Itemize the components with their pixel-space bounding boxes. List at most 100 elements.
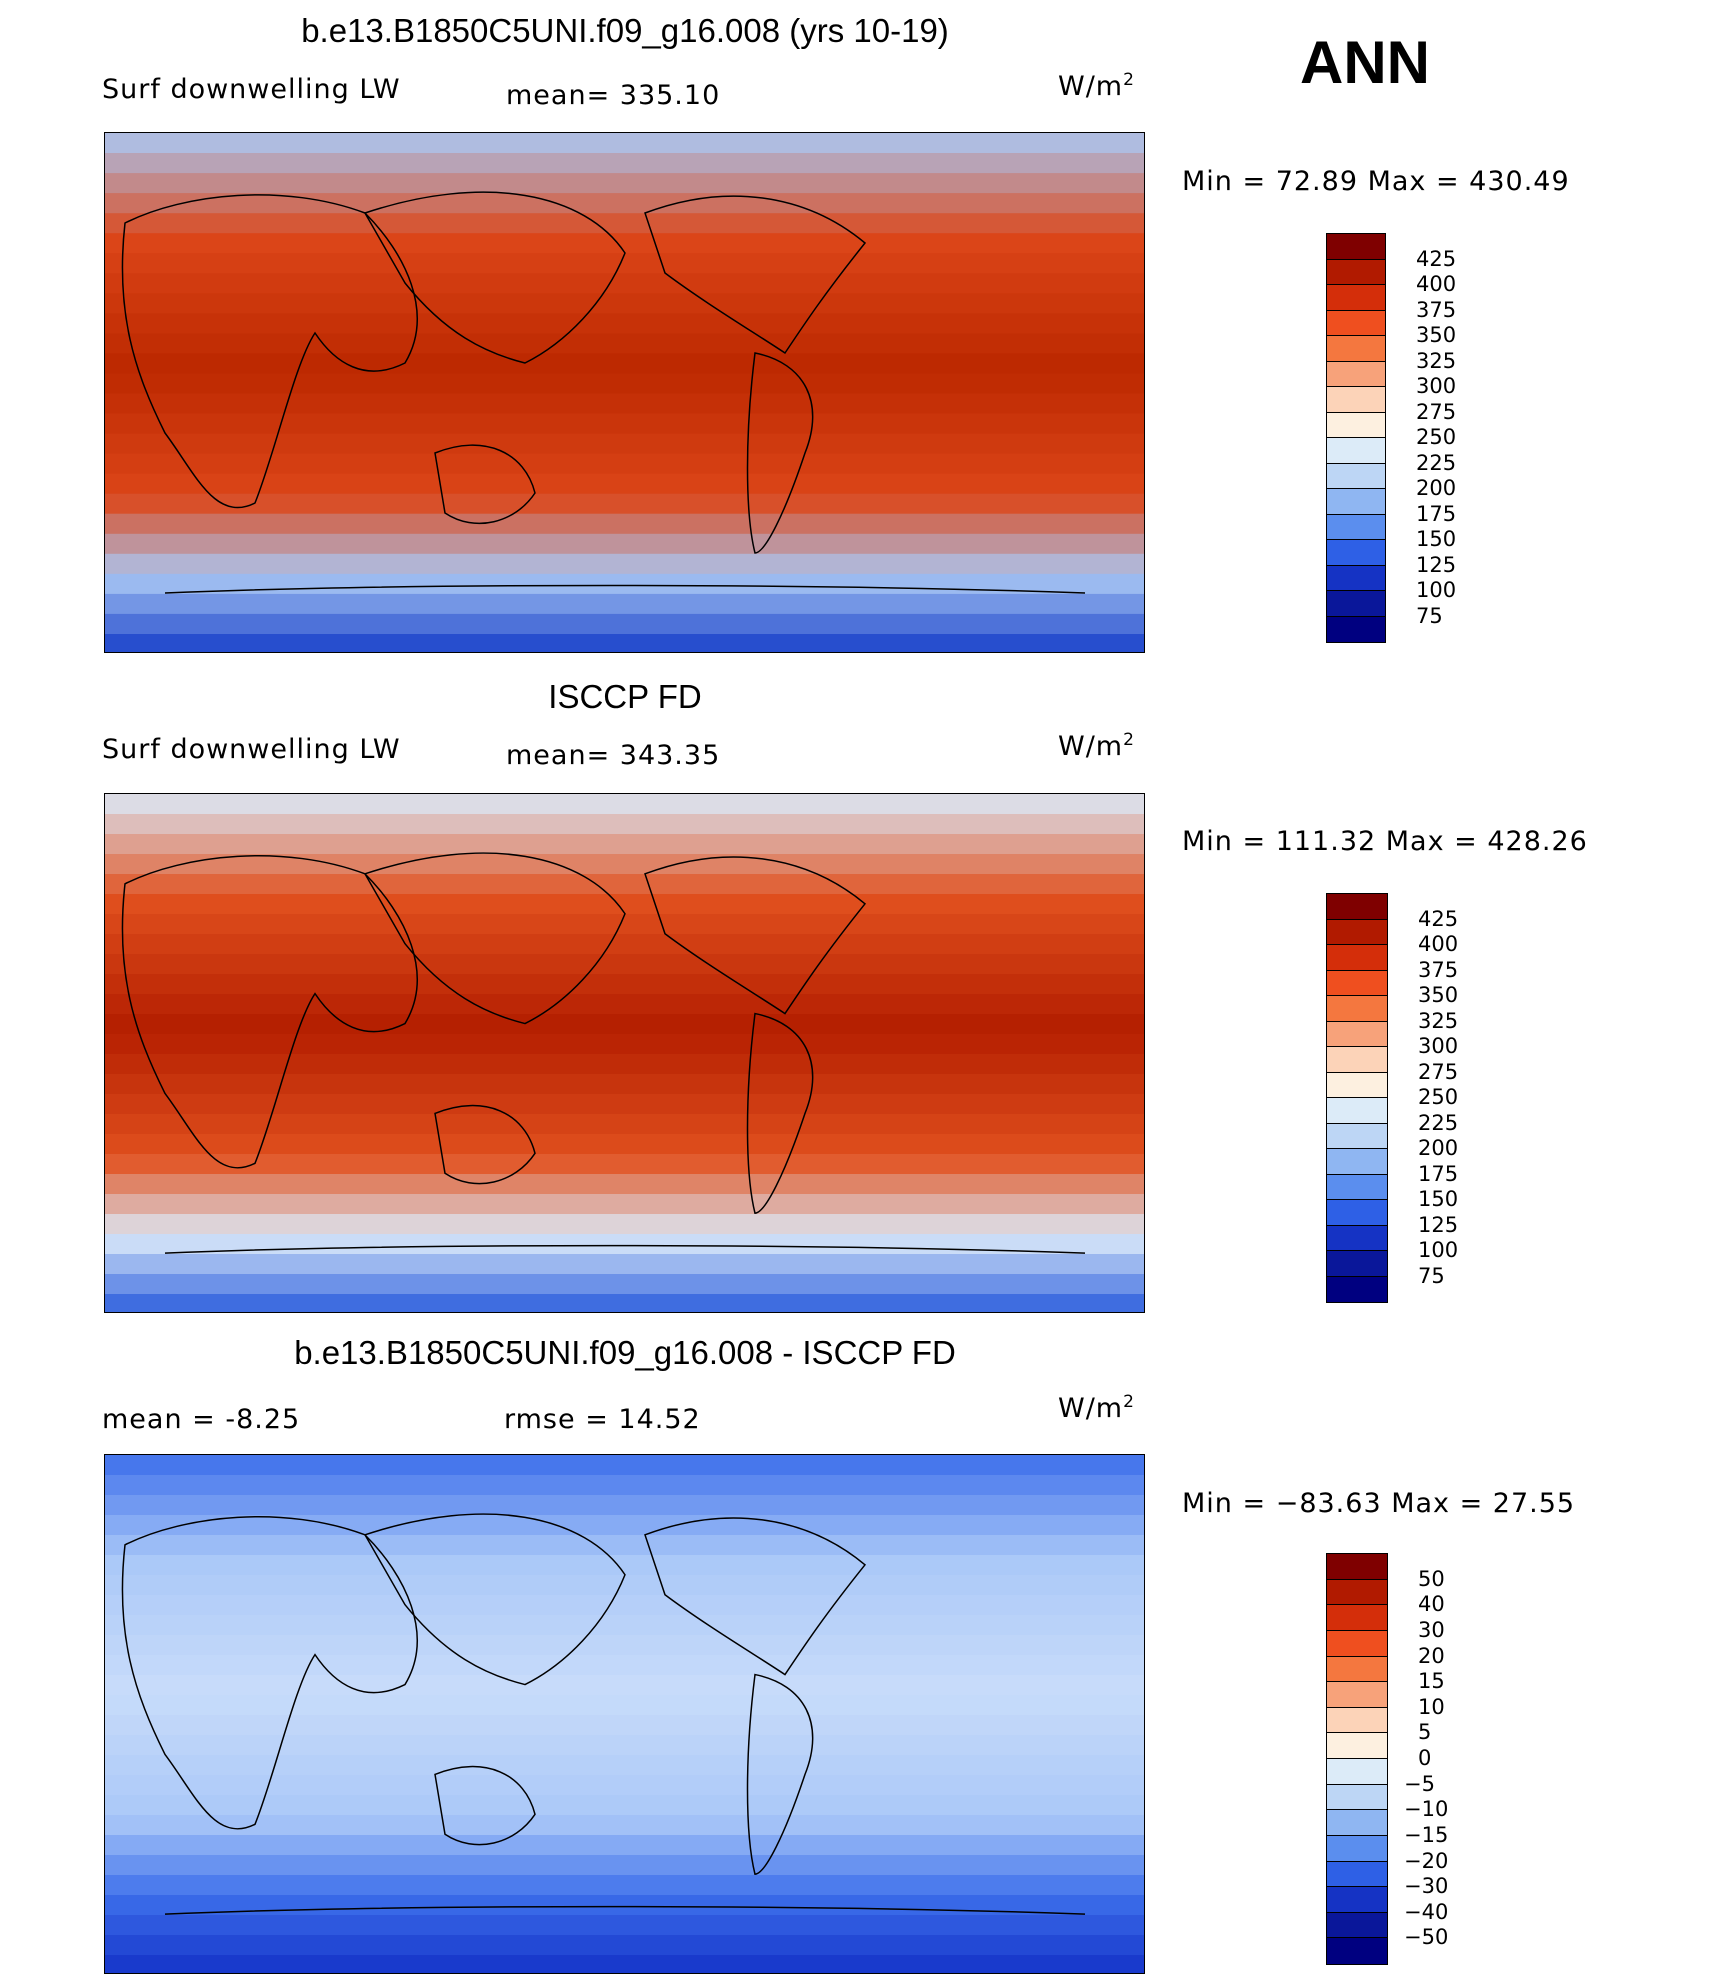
field-band: [105, 1475, 1144, 1496]
colorbar-swatch: [1327, 1887, 1387, 1913]
coastline: [434, 1765, 536, 1846]
colorbar-tick-label: 250: [1416, 425, 1457, 449]
colorbar-tick-label: 175: [1416, 501, 1457, 526]
field-band: [105, 1615, 1144, 1636]
colorbar-tick-label: −15: [1404, 1822, 1449, 1847]
field-band: [105, 1274, 1144, 1295]
field-band: [105, 1074, 1144, 1095]
field-band: [105, 1915, 1144, 1936]
coastline: [363, 191, 626, 364]
field-band: [105, 1495, 1144, 1516]
colorbar-tick-label: 300: [1418, 1034, 1459, 1058]
coastline: [164, 1244, 1086, 1254]
colorbar-swatch: [1327, 565, 1385, 591]
field-band: [105, 1675, 1144, 1696]
coastline: [644, 1517, 867, 1676]
field-band: [105, 994, 1144, 1015]
colorbar-swatch: [1327, 1579, 1387, 1606]
field-band: [105, 493, 1144, 515]
field-band: [105, 1795, 1144, 1816]
panel2-field: [105, 794, 1144, 1312]
field-band: [105, 453, 1144, 475]
colorbar-swatch: [1327, 591, 1385, 617]
colorbar-swatch: [1327, 1554, 1387, 1580]
colorbar-tick-label: 100: [1418, 1238, 1459, 1262]
colorbar-swatch: [1327, 285, 1385, 311]
field-band: [105, 1455, 1144, 1476]
colorbar-swatch: [1327, 894, 1387, 920]
field-band: [105, 613, 1144, 635]
panel1-variable-label: Surf downwelling LW: [102, 74, 401, 105]
field-band: [105, 1154, 1144, 1175]
field-band: [105, 854, 1144, 875]
panel2-colorbar: [1326, 893, 1388, 1303]
field-band: [105, 1755, 1144, 1776]
colorbar-swatch: [1327, 1810, 1387, 1836]
coastline: [434, 1104, 536, 1185]
colorbar-tick-label: 0: [1418, 1746, 1432, 1770]
field-band: [105, 894, 1144, 915]
panel2-title: ISCCP FD: [548, 678, 702, 715]
field-band: [105, 413, 1144, 435]
field-band: [105, 1174, 1144, 1195]
panel3-units-label: W/m2: [1058, 1392, 1135, 1424]
field-band: [105, 1054, 1144, 1075]
panel3-title: b.e13.B1850C5UNI.f09_g16.008 - ISCCP FD: [294, 1334, 956, 1371]
colorbar-swatch: [1327, 1784, 1387, 1811]
colorbar-swatch: [1327, 1605, 1387, 1631]
panel1-map: [104, 132, 1145, 653]
field-band: [105, 1234, 1144, 1255]
season-label: ANN: [1300, 29, 1430, 96]
field-band: [105, 513, 1144, 535]
colorbar-tick-label: 225: [1418, 1110, 1459, 1135]
field-band: [105, 634, 1144, 652]
field-band: [105, 553, 1144, 575]
colorbar-swatch: [1327, 310, 1385, 336]
panel2-minmax: Min = 111.32 Max = 428.26: [1182, 826, 1588, 857]
panel1-field: [105, 133, 1144, 652]
panel1-title: b.e13.B1850C5UNI.f09_g16.008 (yrs 10-19): [301, 12, 949, 49]
field-band: [105, 1034, 1144, 1055]
colorbar-tick-label: 40: [1418, 1592, 1445, 1617]
field-band: [105, 533, 1144, 555]
field-band: [105, 1735, 1144, 1756]
colorbar-swatch: [1327, 1200, 1387, 1226]
panel3-rmse-label: rmse = 14.52: [504, 1404, 701, 1435]
colorbar-tick-label: 150: [1416, 527, 1457, 551]
field-band: [105, 173, 1144, 195]
panel1-units-label: W/m2: [1058, 70, 1135, 102]
colorbar-swatch: [1327, 1251, 1387, 1277]
panel3-field: [105, 1455, 1144, 1973]
colorbar-tick-label: 400: [1416, 272, 1457, 296]
coastline: [121, 855, 418, 1169]
colorbar-swatch: [1327, 996, 1387, 1022]
colorbar-tick-label: 425: [1418, 906, 1459, 931]
colorbar-tick-label: 50: [1418, 1566, 1445, 1591]
coastline: [434, 444, 536, 525]
panel3-colorbar: [1326, 1553, 1388, 1965]
coastline: [644, 195, 867, 355]
field-band: [105, 974, 1144, 995]
colorbar-tick-label: 375: [1416, 297, 1457, 322]
colorbar-tick-label: 350: [1418, 983, 1459, 1007]
field-band: [105, 1695, 1144, 1716]
field-band: [105, 934, 1144, 955]
colorbar-swatch: [1327, 1861, 1387, 1888]
field-band: [105, 1214, 1144, 1235]
field-band: [105, 373, 1144, 395]
colorbar-swatch: [1327, 1123, 1387, 1149]
colorbar-swatch: [1327, 919, 1387, 945]
field-band: [105, 794, 1144, 815]
colorbar-swatch: [1327, 412, 1385, 438]
colorbar-swatch: [1327, 1021, 1387, 1047]
coastline: [363, 852, 626, 1025]
colorbar-tick-label: 350: [1416, 323, 1457, 347]
field-band: [105, 1014, 1144, 1035]
colorbar-tick-label: 5: [1418, 1720, 1432, 1745]
colorbar-swatch: [1327, 1733, 1387, 1759]
colorbar-swatch: [1327, 1912, 1387, 1939]
colorbar-swatch: [1327, 970, 1387, 996]
field-band: [105, 213, 1144, 235]
field-band: [105, 593, 1144, 615]
field-band: [105, 353, 1144, 375]
